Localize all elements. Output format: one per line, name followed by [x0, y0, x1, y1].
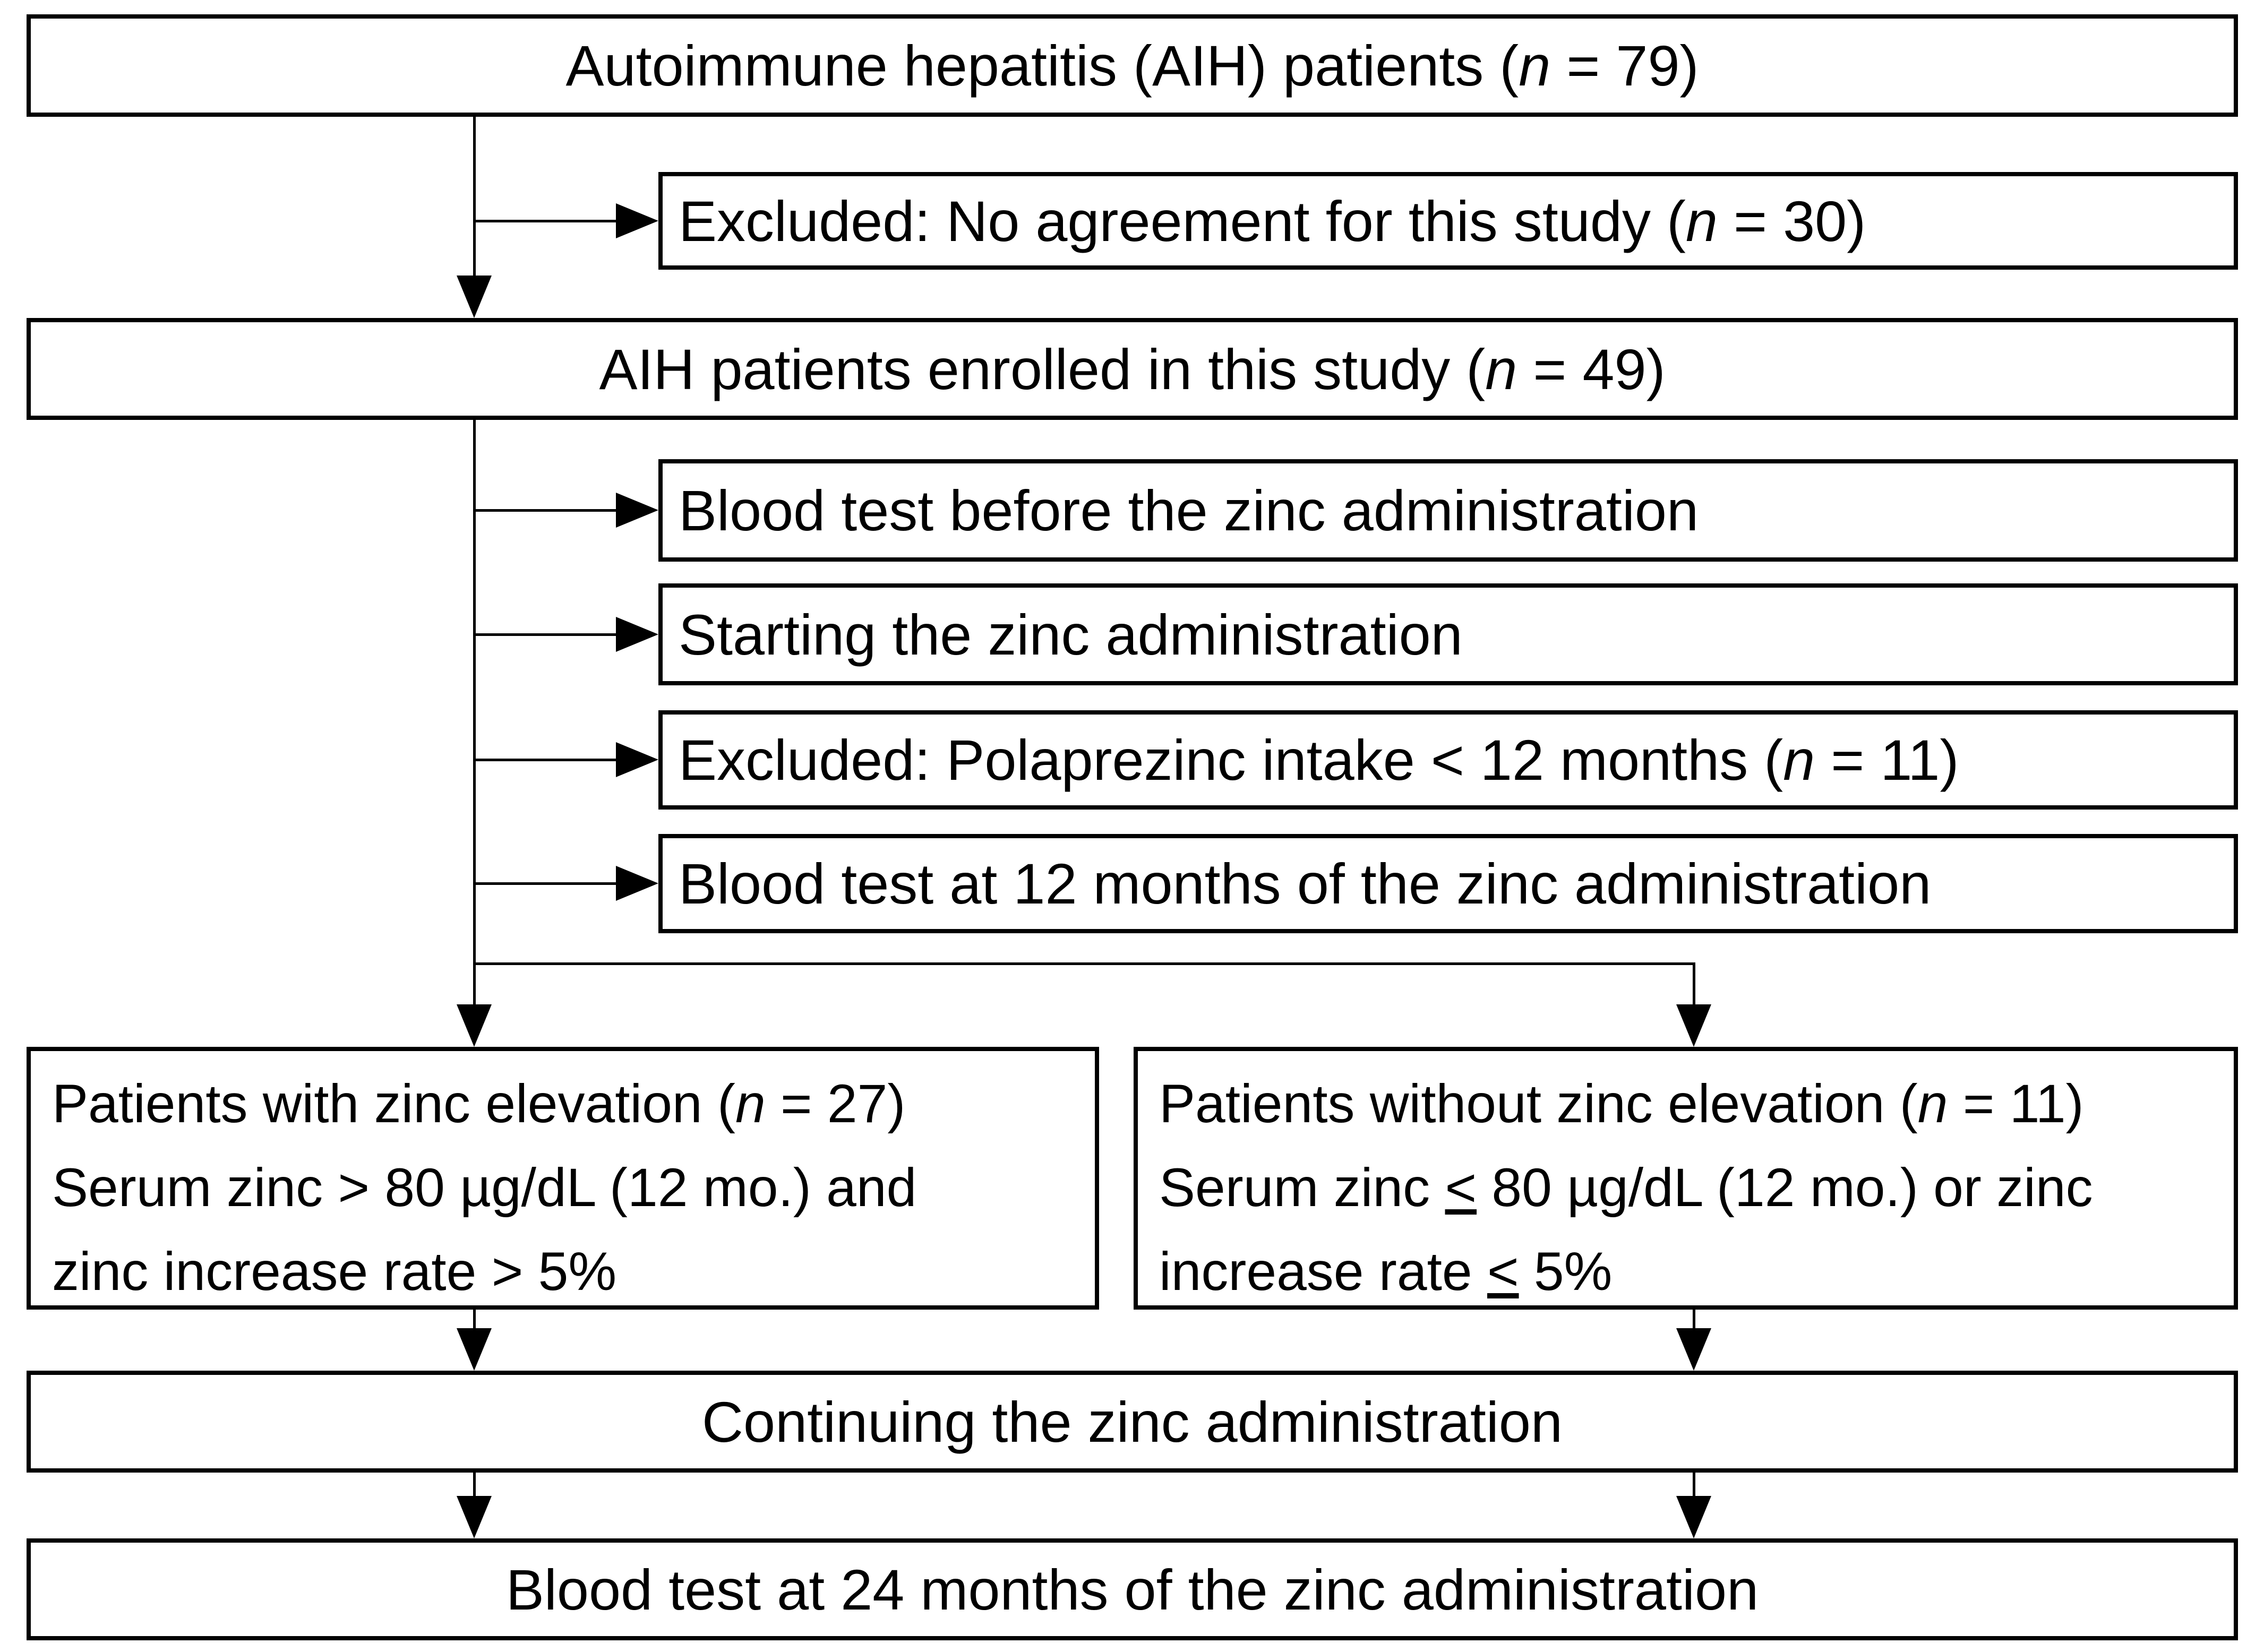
arrowhead-right-icon — [616, 493, 658, 528]
box-text-line: Excluded: Polaprezinc intake < 12 months… — [679, 728, 1959, 792]
box-text-line: Patients without zinc elevation (n = 11) — [1159, 1073, 2084, 1134]
box-text-line: Starting the zinc administration — [679, 602, 1463, 667]
connector-enrolled-trunk — [473, 420, 476, 965]
box-blood-test-12: Blood test at 12 months of the zinc admi… — [658, 834, 2238, 933]
box-text-line: Serum zinc > 80 µg/dL (12 mo.) and — [52, 1157, 917, 1218]
box-blood-test-before: Blood test before the zinc administratio… — [658, 459, 2238, 562]
arrowhead-down-icon — [457, 1004, 492, 1047]
arrowhead-down-icon — [1676, 1004, 1711, 1047]
connector-continuing-to-blood24-right — [1693, 1473, 1695, 1498]
box-text-line: Excluded: No agreement for this study (n… — [679, 188, 1866, 253]
arrowhead-down-icon — [1676, 1328, 1711, 1371]
box-text-line: Blood test at 24 months of the zinc admi… — [505, 1557, 1759, 1622]
box-text-line: Patients with zinc elevation (n = 27) — [52, 1073, 906, 1134]
box-text-line: Blood test before the zinc administratio… — [679, 478, 1699, 543]
box-excluded-polaprezinc: Excluded: Polaprezinc intake < 12 months… — [658, 710, 2238, 810]
connector-split-horizontal — [473, 962, 1695, 965]
box-text-line: AIH patients enrolled in this study (n =… — [599, 337, 1666, 401]
connector-with-elevation-to-continuing — [473, 1310, 476, 1330]
box-text-line: Continuing the zinc administration — [702, 1389, 1563, 1454]
arrowhead-down-icon — [457, 276, 492, 318]
arrowhead-down-icon — [457, 1496, 492, 1538]
arrowhead-right-icon — [616, 203, 658, 238]
box-excluded-no-agreement: Excluded: No agreement for this study (n… — [658, 172, 2238, 270]
connector-to-blood-test-before — [473, 509, 619, 512]
connector-to-starting-zinc — [473, 633, 619, 636]
connector-drop-right — [1693, 962, 1695, 1006]
connector-total-to-enrolled — [473, 117, 476, 277]
arrowhead-down-icon — [1676, 1496, 1711, 1538]
box-text-line: zinc increase rate > 5% — [52, 1241, 617, 1302]
arrowhead-right-icon — [616, 866, 658, 901]
connector-to-blood-test-12 — [473, 882, 619, 885]
box-continuing: Continuing the zinc administration — [27, 1371, 2238, 1473]
connector-to-excluded-no-agreement — [473, 220, 619, 222]
box-with-zinc-elevation: Patients with zinc elevation (n = 27) Ser… — [27, 1047, 1099, 1310]
connector-without-elevation-to-continuing — [1693, 1310, 1695, 1330]
box-without-zinc-elevation: Patients without zinc elevation (n = 11)… — [1134, 1047, 2238, 1310]
box-text-line: Autoimmune hepatitis (AIH) patients (n =… — [565, 33, 1699, 98]
box-enrolled: AIH patients enrolled in this study (n =… — [27, 318, 2238, 420]
connector-continuing-to-blood24-left — [473, 1473, 476, 1498]
box-blood-test-24: Blood test at 24 months of the zinc admi… — [27, 1538, 2238, 1640]
box-starting-zinc: Starting the zinc administration — [658, 583, 2238, 685]
arrowhead-right-icon — [616, 617, 658, 652]
box-text-line: Blood test at 12 months of the zinc admi… — [679, 851, 1932, 916]
connector-drop-left — [473, 962, 476, 1006]
arrowhead-down-icon — [457, 1328, 492, 1371]
box-text-line: Serum zinc < 80 µg/dL (12 mo.) or zinc — [1159, 1157, 2093, 1218]
arrowhead-right-icon — [616, 742, 658, 777]
box-text-line: increase rate < 5% — [1159, 1241, 1613, 1302]
box-aih-total: Autoimmune hepatitis (AIH) patients (n =… — [27, 14, 2238, 117]
connector-to-excluded-polaprezinc — [473, 759, 619, 761]
